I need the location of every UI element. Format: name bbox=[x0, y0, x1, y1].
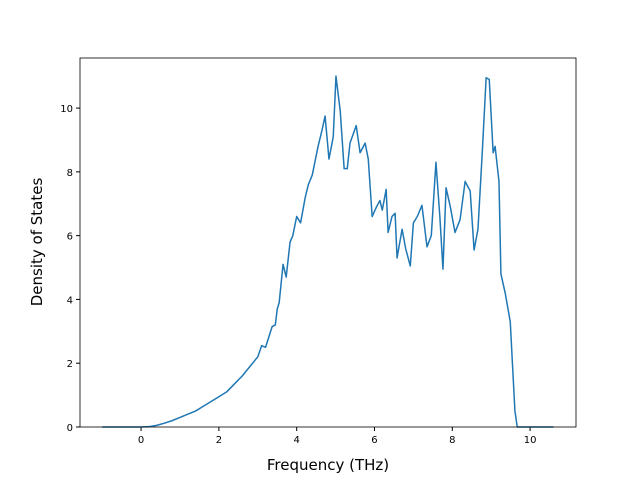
y-tick-label: 10 bbox=[60, 104, 73, 115]
x-tick-label: 10 bbox=[524, 435, 537, 446]
y-axis-title: Density of States bbox=[28, 178, 46, 307]
plot-frame bbox=[79, 57, 577, 428]
line-series bbox=[102, 75, 554, 428]
x-tick-label: 4 bbox=[293, 435, 299, 446]
x-tick-label: 0 bbox=[138, 435, 144, 446]
y-tick-label: 8 bbox=[67, 168, 73, 179]
y-tick-label: 2 bbox=[67, 359, 73, 370]
x-tick-label: 8 bbox=[449, 435, 455, 446]
x-axis-title: Frequency (THz) bbox=[267, 456, 389, 474]
y-tick-label: 4 bbox=[67, 295, 73, 306]
y-tick-label: 6 bbox=[67, 232, 73, 243]
y-tick-label: 0 bbox=[67, 423, 73, 434]
x-tick-label: 2 bbox=[216, 435, 222, 446]
x-tick-label: 6 bbox=[371, 435, 377, 446]
